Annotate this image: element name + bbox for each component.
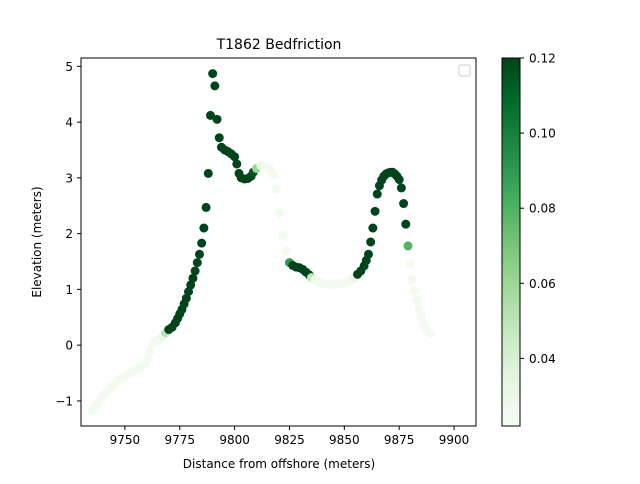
scatter-point [414,304,424,314]
y-tick-label: 0 [65,339,73,353]
x-axis: 9750 9775 9800 9825 9850 9875 9900 [110,426,470,447]
scatter-point [368,223,378,233]
colorbar-tick-label: 0.10 [529,127,556,141]
colorbar [501,57,521,427]
scatter-point [210,81,220,91]
scatter-point [401,219,411,229]
scatter-point [418,319,428,329]
scatter-point [271,184,281,194]
scatter-point [405,259,415,269]
scatter-point [372,189,382,199]
x-tick-label: 9875 [384,433,415,447]
chart-title: T1862 Bedfriction [216,37,342,53]
scatter-point [230,152,240,162]
scatter-point [412,296,422,306]
x-tick-label: 9775 [164,433,195,447]
scatter-point [205,110,215,120]
colorbar-tick-label: 0.08 [529,202,556,216]
scatter-point [407,274,417,284]
scatter-point [199,223,209,233]
y-tick-label: −1 [55,394,73,408]
scatter-point [197,238,207,248]
scatter-point [403,241,413,251]
scatter-point [425,328,435,338]
scatter-point [203,168,213,178]
plot-frame [80,57,477,427]
y-tick-label: 1 [65,283,73,297]
scatter-point [195,249,204,259]
scatter-point [201,202,211,212]
scatter-point [188,273,198,283]
x-tick-label: 9850 [329,433,360,447]
scatter-point [208,69,218,79]
y-tick-label: 3 [65,171,73,185]
scatter-point [363,249,373,259]
scatter-point [366,237,376,247]
colorbar-tick-label: 0.12 [529,52,556,66]
scatter-point [268,170,278,180]
scatter-point [212,114,222,124]
x-tick-label: 9825 [274,433,305,447]
y-tick-label: 5 [65,60,73,74]
x-axis-label: Distance from offshore (meters) [183,457,375,471]
scatter-point [192,258,202,268]
colorbar-axis: 0.04 0.06 0.08 0.10 0.12 [520,52,556,366]
scatter-point [394,175,404,185]
legend-box [458,64,471,77]
scatter-point [416,312,426,322]
x-tick-label: 9900 [439,433,470,447]
scatter-points [87,69,435,415]
y-tick-label: 4 [65,116,73,130]
y-axis: −1 0 1 2 3 4 5 [55,60,81,408]
y-tick-label: 2 [65,227,73,241]
scatter-point [232,159,242,169]
scatter-point [399,199,409,209]
scatter-point [143,354,153,364]
colorbar-tick-label: 0.04 [529,352,556,366]
scatter-point [214,133,224,143]
scatter-point [281,245,291,255]
scatter-point [370,206,380,216]
scatter-point [275,208,285,218]
x-tick-label: 9800 [219,433,250,447]
scatter-point [278,230,288,240]
x-tick-label: 9750 [110,433,141,447]
colorbar-tick-label: 0.06 [529,277,556,291]
y-axis-label: Elevation (meters) [30,186,44,297]
scatter-point [410,286,420,296]
scatter-point [190,266,200,276]
scatter-point [396,183,406,193]
